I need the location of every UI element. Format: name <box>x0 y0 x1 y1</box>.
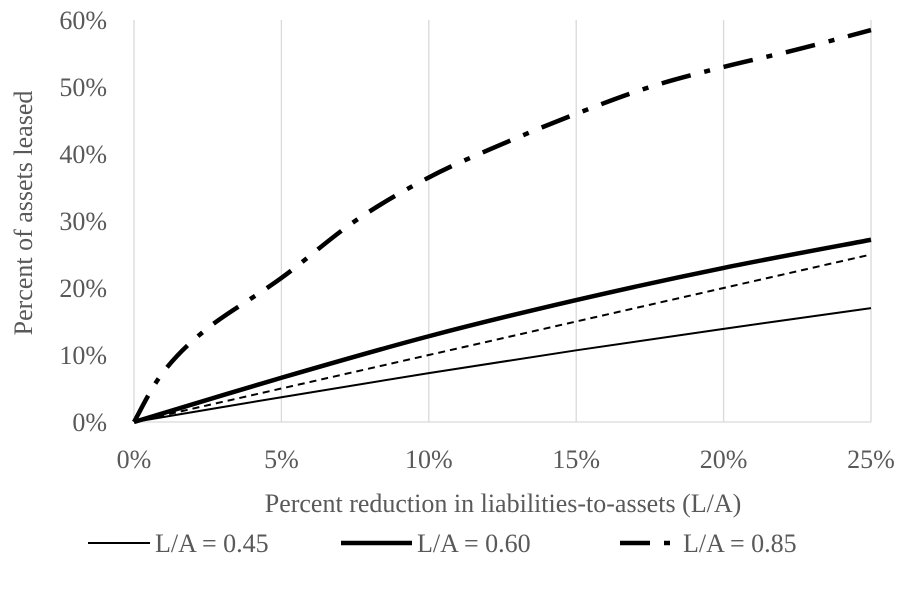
x-tick-label: 5% <box>264 445 299 474</box>
series-line-4 <box>132 27 872 424</box>
tick-labels: 0% 5% 10% 15% 20% 25% 0% 10% 20% 30% 40% 50% 60% <box>59 6 895 474</box>
series-line-2 <box>133 237 872 425</box>
series-lines <box>132 27 872 425</box>
x-tick-label: 0% <box>117 445 152 474</box>
series-line-1 <box>133 307 872 423</box>
axes <box>133 20 871 423</box>
series-line-3 <box>133 253 872 423</box>
x-tick-label: 20% <box>700 445 748 474</box>
y-tick-label: 40% <box>59 140 107 169</box>
y-axis-title: Percent of assets leased <box>9 91 38 336</box>
x-tick-label: 25% <box>847 445 895 474</box>
y-tick-label: 0% <box>72 408 107 437</box>
y-tick-label: 20% <box>59 274 107 303</box>
x-tick-label: 15% <box>552 445 600 474</box>
x-tick-label: 10% <box>405 445 453 474</box>
y-tick-label: 50% <box>59 73 107 102</box>
y-tick-label: 60% <box>59 6 107 35</box>
legend-label: L/A = 0.60 <box>417 529 531 558</box>
y-tick-label: 10% <box>59 341 107 370</box>
y-tick-label: 30% <box>59 207 107 236</box>
grid-lines <box>280 20 872 422</box>
legend-label: L/A = 0.45 <box>155 529 269 558</box>
legend: L/A = 0.45 L/A = 0.60 L/A = 0.85 <box>88 529 797 558</box>
legend-label: L/A = 0.85 <box>683 529 797 558</box>
x-axis-title: Percent reduction in liabilities-to-asse… <box>265 489 742 518</box>
